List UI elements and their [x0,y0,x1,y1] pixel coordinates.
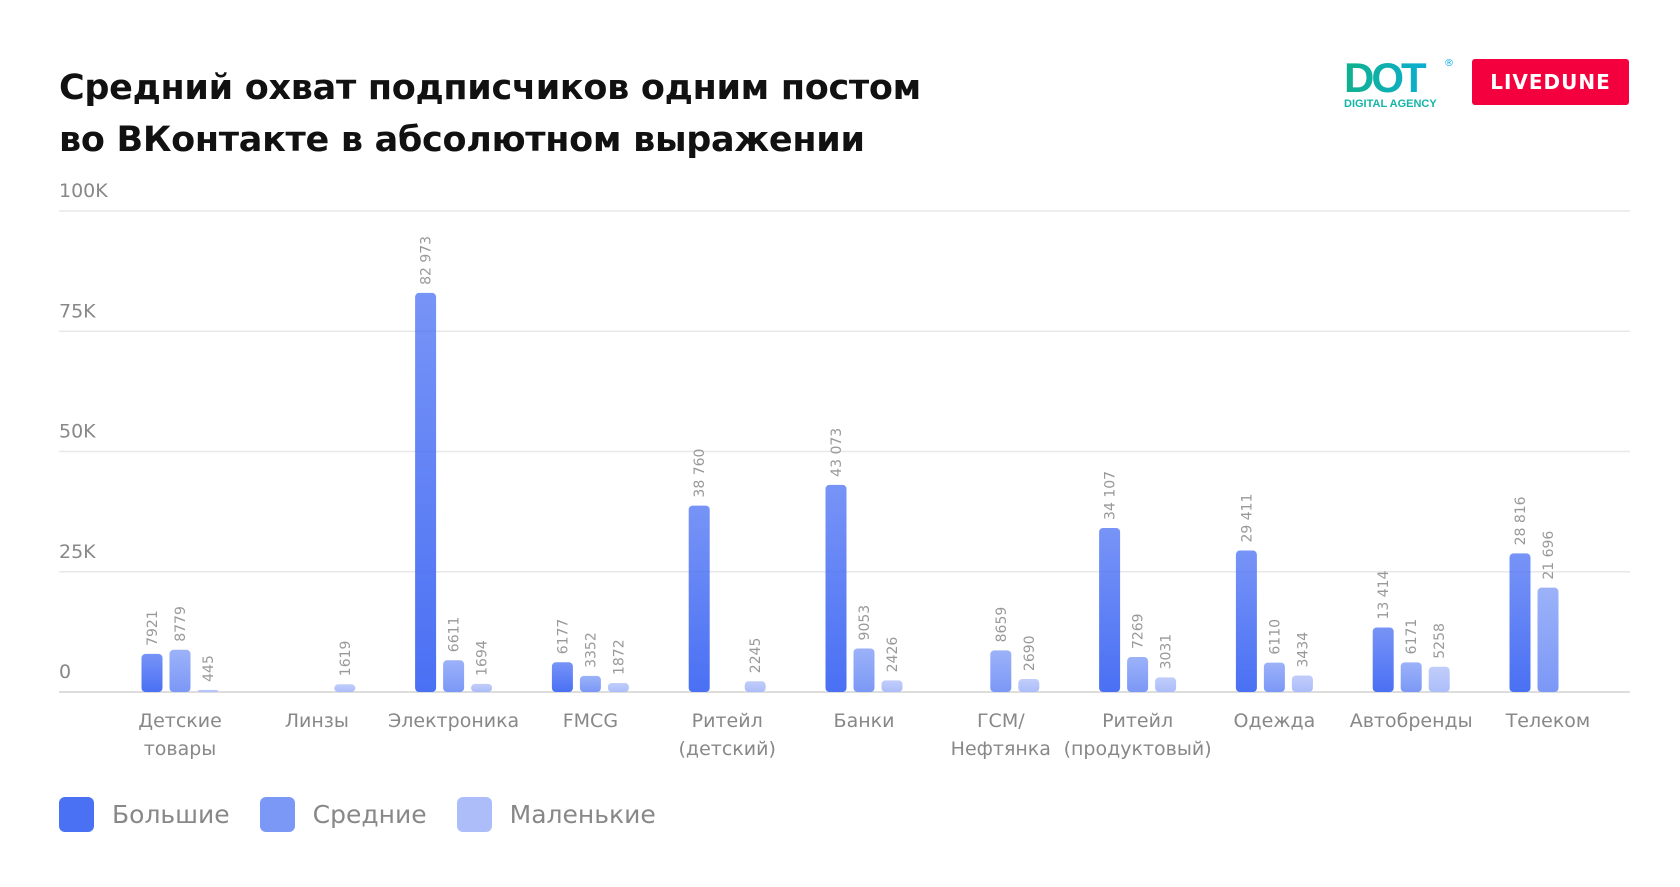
bar-small [197,689,219,692]
value-label: 28 816 [1513,496,1529,545]
legend-swatch [456,797,492,832]
bar-large [415,292,437,692]
bar-small [1291,675,1313,692]
bar-small [471,683,493,692]
bar-small [1155,677,1177,692]
value-label: 3352 [583,632,599,668]
legend-label: Большие [112,800,230,829]
category-label: ГСМ/ [977,710,1025,732]
bar-small [1018,679,1040,692]
legend-label: Маленькие [509,800,656,829]
value-label: 7269 [1131,613,1147,649]
bar-medium [1263,662,1285,692]
registered-icon: ® [1444,58,1454,69]
category-label: Линзы [285,710,349,732]
category-label: Одежда [1234,710,1316,732]
category-label: FMCG [563,710,618,732]
y-tick-label: 0 [59,661,71,683]
category-label: Нефтянка [951,738,1051,760]
bar-medium [579,675,601,692]
y-tick-label: 75K [59,300,96,322]
value-label: 3434 [1295,632,1311,668]
category-label: Телеком [1505,710,1591,732]
value-label: 6611 [447,617,463,653]
bar-small [334,684,356,692]
value-label: 2426 [885,637,901,673]
bar-large [551,662,573,692]
bar-large [141,653,163,692]
category-label: (детский) [679,738,776,760]
category-label: Ритейл [692,710,763,732]
y-tick-label: 100K [59,180,108,202]
title-line-2: во ВКонтакте в абсолютном выражении [59,120,865,160]
category-label: Автобренды [1350,710,1473,732]
dot-logo: DOT ® DIGITAL AGENCY [1344,57,1454,114]
legend-swatch [59,797,94,832]
value-label: 3031 [1159,634,1175,670]
bar-medium [990,650,1012,692]
bar-medium [1400,662,1422,692]
bar-small [1428,666,1450,692]
value-label: 2690 [1022,635,1038,671]
value-label: 38 760 [692,449,708,498]
category-label: Банки [834,710,895,732]
category-label: товары [144,738,217,760]
bar-small [744,681,766,692]
category-label: Электроника [388,710,519,732]
bar-medium [169,649,191,692]
bar-small [881,680,903,692]
bar-large [688,505,710,692]
value-label: 6177 [555,619,571,655]
value-label: 9053 [857,605,873,641]
value-label: 445 [201,655,217,682]
dot-logo-subtitle: DIGITAL AGENCY [1344,98,1437,110]
legend-item-small: Маленькие [456,797,656,832]
value-label: 1619 [338,641,354,677]
bar-large [825,484,847,692]
legend-item-medium: Средние [259,797,427,832]
value-label: 1872 [611,639,627,675]
legend-item-large: Большие [59,797,230,832]
legend-label: Средние [312,800,427,829]
value-label: 6171 [1404,619,1420,655]
value-label: 2245 [748,638,764,674]
value-label: 8779 [173,606,189,642]
category-label: Ритейл [1102,710,1173,732]
value-label: 82 973 [419,236,435,285]
value-label: 5258 [1432,623,1448,659]
bar-medium [1127,657,1149,692]
bar-large [1099,527,1121,692]
bar-large [1509,553,1531,692]
chart-title: Средний охват подписчиков одним постом в… [59,62,921,166]
bar-medium [1537,587,1559,692]
category-label: Детские [138,710,222,732]
legend-swatch [259,797,295,832]
dot-logo-word: DOT [1344,57,1454,99]
value-label: 13 414 [1376,570,1392,619]
bar-large [1372,627,1394,692]
y-tick-label: 25K [59,541,96,563]
y-tick-label: 50K [59,421,96,443]
value-label: 29 411 [1239,494,1255,543]
livedune-logo: LIVEDUNE [1472,59,1629,105]
value-label: 6110 [1267,619,1283,655]
value-label: 8659 [994,607,1010,643]
value-label: 21 696 [1541,531,1557,580]
value-label: 1694 [475,640,491,676]
category-label: (продуктовый) [1064,738,1212,760]
title-line-1: Средний охват подписчиков одним постом [59,68,921,108]
legend: Большие Средние Маленькие [59,797,656,832]
bar-large [1235,550,1257,692]
value-label: 43 073 [829,428,845,477]
bar-small [607,682,629,692]
value-label: 34 107 [1103,471,1119,520]
bar-medium [853,648,875,692]
value-label: 7921 [145,610,161,646]
livedune-text: LIVEDUNE [1490,70,1611,94]
bar-medium [443,660,465,692]
